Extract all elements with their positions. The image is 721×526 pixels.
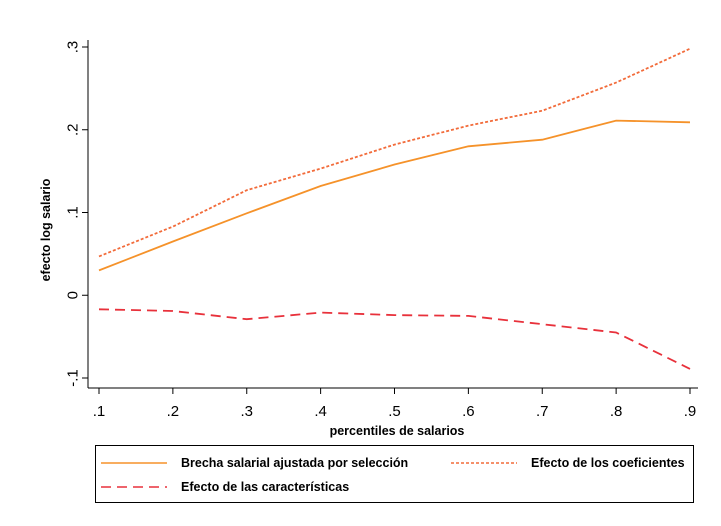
y-tick-label: 0	[64, 291, 81, 299]
x-tick-label: .7	[536, 403, 549, 420]
x-tick-label: .5	[388, 403, 401, 420]
x-tick-label: .6	[462, 403, 475, 420]
series-line-2	[98, 308, 691, 370]
y-tick-label: .3	[64, 41, 81, 54]
y-tick-label: -.1	[64, 369, 81, 387]
x-axis-title: percentiles de salarios	[330, 424, 465, 438]
legend-label-coeficientes: Efecto de los coeficientes	[531, 456, 685, 470]
x-tick-label: .4	[314, 403, 327, 420]
legend-label-caracteristicas: Efecto de las características	[181, 480, 350, 494]
y-tick-label: .1	[64, 206, 81, 219]
legend-item-coeficientes: Efecto de los coeficientes	[451, 456, 685, 470]
series-line-0	[98, 119, 691, 272]
x-tick-label: .9	[684, 403, 697, 420]
y-ticks: -.1 0 .1 .2 .3	[64, 41, 88, 387]
x-tick-label: .3	[240, 403, 253, 420]
legend-key-dashed	[101, 486, 167, 488]
series-line-1	[98, 47, 691, 258]
y-tick-label: .2	[64, 123, 81, 136]
legend-item-caracteristicas: Efecto de las características	[101, 480, 349, 494]
x-ticks: .1 .2 .3 .4 .5 .6 .7 .8 .9	[93, 388, 697, 420]
y-axis-title: efecto log salario	[39, 178, 53, 281]
x-tick-label: .8	[610, 403, 623, 420]
chart-legend: Brecha salarial ajustada por selección E…	[95, 445, 694, 503]
x-tick-label: .1	[93, 403, 106, 420]
legend-key-dotted	[451, 462, 517, 464]
line-chart: -.1 0 .1 .2 .3 .1 .2 .3 .4 .5 .6 .7 .8 .9 efecto log…	[39, 40, 698, 438]
legend-item-brecha: Brecha salarial ajustada por selección	[101, 456, 408, 470]
x-tick-label: .2	[167, 403, 180, 420]
series-lines	[98, 47, 691, 370]
legend-key-solid	[101, 462, 167, 464]
legend-label-brecha: Brecha salarial ajustada por selección	[181, 456, 409, 470]
